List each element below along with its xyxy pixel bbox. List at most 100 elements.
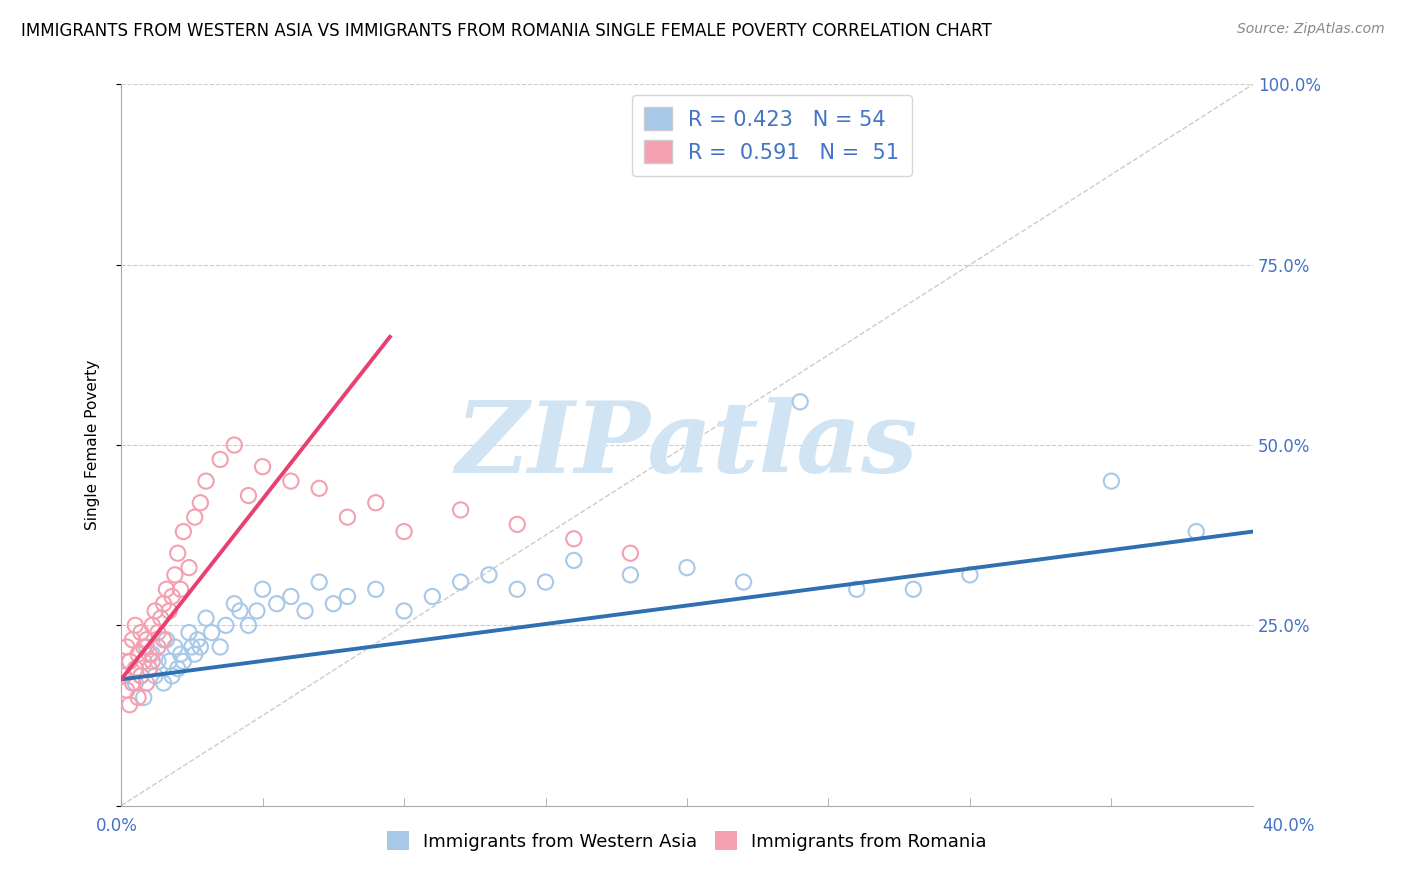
Y-axis label: Single Female Poverty: Single Female Poverty	[86, 359, 100, 530]
Point	[135, 632, 157, 647]
Point	[121, 676, 143, 690]
Point	[118, 654, 141, 668]
Point	[172, 524, 194, 539]
Point	[132, 640, 155, 654]
Point	[619, 546, 641, 560]
Point	[127, 647, 149, 661]
Point	[115, 640, 138, 654]
Point	[157, 604, 180, 618]
Point	[157, 654, 180, 668]
Point	[209, 640, 232, 654]
Point	[138, 647, 160, 661]
Point	[392, 604, 415, 618]
Text: IMMIGRANTS FROM WESTERN ASIA VS IMMIGRANTS FROM ROMANIA SINGLE FEMALE POVERTY CO: IMMIGRANTS FROM WESTERN ASIA VS IMMIGRAN…	[21, 22, 991, 40]
Point	[186, 632, 208, 647]
Point	[229, 604, 252, 618]
Point	[115, 683, 138, 698]
Point	[280, 590, 302, 604]
Point	[336, 590, 359, 604]
Point	[845, 582, 868, 597]
Point	[143, 604, 166, 618]
Point	[152, 676, 174, 690]
Point	[959, 567, 981, 582]
Point	[562, 553, 585, 567]
Point	[141, 647, 163, 661]
Point	[135, 676, 157, 690]
Point	[322, 597, 344, 611]
Point	[1185, 524, 1208, 539]
Point	[124, 662, 146, 676]
Point	[1099, 474, 1122, 488]
Point	[124, 676, 146, 690]
Point	[146, 625, 169, 640]
Point	[209, 452, 232, 467]
Point	[152, 597, 174, 611]
Point	[195, 611, 218, 625]
Point	[180, 640, 202, 654]
Point	[215, 618, 238, 632]
Point	[224, 438, 246, 452]
Point	[238, 618, 260, 632]
Point	[166, 662, 188, 676]
Point	[118, 698, 141, 712]
Point	[619, 567, 641, 582]
Point	[155, 582, 177, 597]
Point	[789, 394, 811, 409]
Point	[163, 567, 186, 582]
Point	[166, 546, 188, 560]
Point	[294, 604, 316, 618]
Point	[149, 611, 172, 625]
Point	[146, 640, 169, 654]
Text: ZIPatlas: ZIPatlas	[456, 397, 918, 493]
Point	[308, 575, 330, 590]
Point	[562, 532, 585, 546]
Point	[152, 632, 174, 647]
Point	[135, 640, 157, 654]
Point	[450, 503, 472, 517]
Point	[172, 654, 194, 668]
Point	[266, 597, 288, 611]
Point	[238, 489, 260, 503]
Point	[155, 632, 177, 647]
Point	[364, 582, 387, 597]
Point	[129, 669, 152, 683]
Point	[183, 510, 205, 524]
Point	[903, 582, 925, 597]
Point	[163, 640, 186, 654]
Text: 0.0%: 0.0%	[96, 817, 138, 835]
Point	[246, 604, 269, 618]
Point	[146, 654, 169, 668]
Point	[160, 590, 183, 604]
Point	[201, 625, 224, 640]
Point	[129, 669, 152, 683]
Point	[506, 517, 529, 532]
Point	[422, 590, 444, 604]
Point	[733, 575, 755, 590]
Point	[252, 459, 274, 474]
Point	[118, 654, 141, 668]
Point	[534, 575, 557, 590]
Point	[308, 481, 330, 495]
Point	[188, 640, 211, 654]
Point	[336, 510, 359, 524]
Point	[138, 662, 160, 676]
Point	[124, 618, 146, 632]
Point	[141, 618, 163, 632]
Point	[188, 496, 211, 510]
Point	[169, 582, 191, 597]
Legend: R = 0.423   N = 54, R =  0.591   N =  51: R = 0.423 N = 54, R = 0.591 N = 51	[631, 95, 911, 176]
Point	[141, 654, 163, 668]
Point	[160, 669, 183, 683]
Point	[132, 654, 155, 668]
Point	[364, 496, 387, 510]
Point	[169, 647, 191, 661]
Point	[112, 669, 135, 683]
Point	[177, 560, 200, 574]
Point	[121, 632, 143, 647]
Text: 40.0%: 40.0%	[1263, 817, 1315, 835]
Point	[177, 625, 200, 640]
Point	[195, 474, 218, 488]
Point	[392, 524, 415, 539]
Point	[224, 597, 246, 611]
Point	[129, 625, 152, 640]
